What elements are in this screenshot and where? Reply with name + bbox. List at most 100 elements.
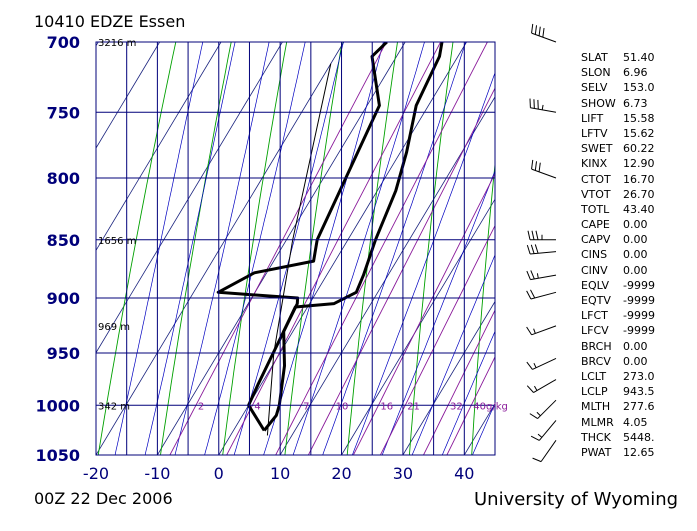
isotherm-line — [218, 42, 467, 455]
temperature-tick-label: -10 — [144, 464, 170, 483]
moist-adiabat-line — [114, 42, 204, 455]
wind-barb — [526, 289, 557, 300]
index-row: BRCH 0.00 — [581, 339, 655, 354]
mixing-ratio-label: 21 — [407, 401, 420, 412]
pressure-tick-label: 1000 — [35, 396, 80, 415]
mixing-ratio-line — [423, 309, 495, 455]
index-value: 277.6 — [623, 400, 655, 414]
temperature-trace — [263, 42, 444, 432]
index-key: VTOT — [581, 187, 611, 201]
index-value: 51.40 — [623, 51, 655, 64]
isotherm-line — [96, 42, 160, 149]
mixing-ratio-label: 2 — [198, 401, 204, 412]
index-key: SELV — [581, 81, 608, 95]
moist-adiabat-line — [292, 42, 425, 455]
plot-area — [0, 42, 674, 455]
index-key: PWAT — [581, 445, 612, 459]
index-value: 6.96 — [623, 66, 648, 80]
chart-title: 10410 EDZE Essen — [34, 12, 186, 31]
dry-adiabat-line — [284, 42, 343, 455]
plot-frame — [95, 41, 496, 456]
index-key: CTOT — [581, 172, 611, 186]
index-value: 5448. — [623, 430, 655, 444]
index-row: SHOW 6.73 — [581, 96, 655, 111]
index-row: CAPE 0.00 — [581, 217, 655, 232]
moist-adiabat-line — [441, 330, 495, 455]
sounding-indices: SLAT 51.40 SLON 6.96 SELV 153.0 SHOW 6.73 LIFT 15… — [581, 50, 655, 460]
pressure-tick-label: 850 — [47, 231, 80, 250]
isotherm-line — [0, 42, 37, 455]
index-value: 943.5 — [623, 385, 655, 399]
dry-adiabat-line — [160, 42, 232, 455]
dry-adiabat-line — [222, 42, 288, 455]
index-value: 26.70 — [623, 187, 655, 201]
mixing-ratio-label: 16 — [380, 401, 393, 412]
mixing-ratio-label: 32 — [450, 401, 463, 412]
dry-adiabat-line — [658, 42, 674, 455]
index-key: CINV — [581, 263, 608, 277]
wind-barb — [526, 244, 557, 255]
index-value: 15.62 — [623, 126, 655, 140]
dry-adiabat-line — [408, 42, 454, 455]
mixing-ratio-line — [352, 172, 495, 455]
mixing-ratio-line — [226, 42, 441, 455]
index-row: LCLP 943.5 — [581, 384, 655, 399]
index-value: 0.00 — [623, 263, 648, 277]
wind-barb — [529, 98, 557, 113]
index-key: BRCH — [581, 339, 612, 353]
mixing-ratio-label: 40g/kg — [473, 401, 508, 412]
wind-barb — [532, 440, 557, 463]
wind-barb — [526, 270, 557, 281]
index-row: EQLV -9999 — [581, 278, 655, 293]
index-value: 0.00 — [623, 339, 648, 353]
index-value: 6.73 — [623, 96, 648, 110]
index-key: KINX — [581, 157, 608, 171]
index-row: SLON 6.96 — [581, 65, 655, 80]
index-row: PWAT 12.65 — [581, 445, 655, 460]
index-row: EQTV -9999 — [581, 293, 655, 308]
moist-adiabat-line — [144, 42, 236, 455]
wind-barb — [531, 23, 557, 43]
index-row: LFTV 15.62 — [581, 126, 655, 141]
index-row: SWET 60.22 — [581, 141, 655, 156]
index-value: 12.65 — [623, 445, 655, 459]
source-label: University of Wyoming — [474, 489, 679, 510]
wind-barb — [530, 420, 557, 441]
pressure-tick-label: 1050 — [35, 446, 80, 465]
isotherm-line — [341, 198, 495, 455]
height-label: 1656 m — [98, 236, 136, 247]
index-key: THCK — [581, 430, 611, 444]
index-row: CINV 0.00 — [581, 263, 655, 278]
index-value: 0.00 — [623, 218, 648, 232]
wind-barb — [526, 325, 557, 336]
index-key: LFTV — [581, 126, 608, 140]
index-key: CINS — [581, 248, 608, 262]
sounding-time: 00Z 22 Dec 2006 — [34, 489, 173, 508]
temperature-tick-label: -20 — [83, 464, 109, 483]
index-key: SWET — [581, 142, 613, 156]
index-row: LCLT 273.0 — [581, 369, 655, 384]
index-key: CAPE — [581, 218, 610, 232]
index-value: 4.05 — [623, 415, 648, 429]
mixing-ratio-line — [169, 42, 387, 455]
temperature-tick-label: 20 — [331, 464, 351, 483]
index-row: TOTL 43.40 — [581, 202, 655, 217]
index-row: CTOT 16.70 — [581, 172, 655, 187]
index-key: SLON — [581, 66, 611, 80]
index-key: LIFT — [581, 111, 604, 125]
index-key: MLMR — [581, 415, 614, 429]
index-value: -9999 — [623, 324, 655, 338]
index-key: CAPV — [581, 233, 611, 247]
index-row: VTOT 26.70 — [581, 187, 655, 202]
index-key: SHOW — [581, 96, 616, 110]
isotherm-line — [96, 42, 283, 354]
index-value: 60.22 — [623, 142, 655, 156]
index-value: -9999 — [623, 278, 655, 292]
index-row: MLMR 4.05 — [581, 415, 655, 430]
index-row: THCK 5448. — [581, 430, 655, 445]
index-key: LFCT — [581, 309, 608, 323]
index-value: 0.00 — [623, 248, 648, 262]
index-key: TOTL — [581, 202, 610, 216]
mixing-ratio-label: 7 — [303, 401, 309, 412]
